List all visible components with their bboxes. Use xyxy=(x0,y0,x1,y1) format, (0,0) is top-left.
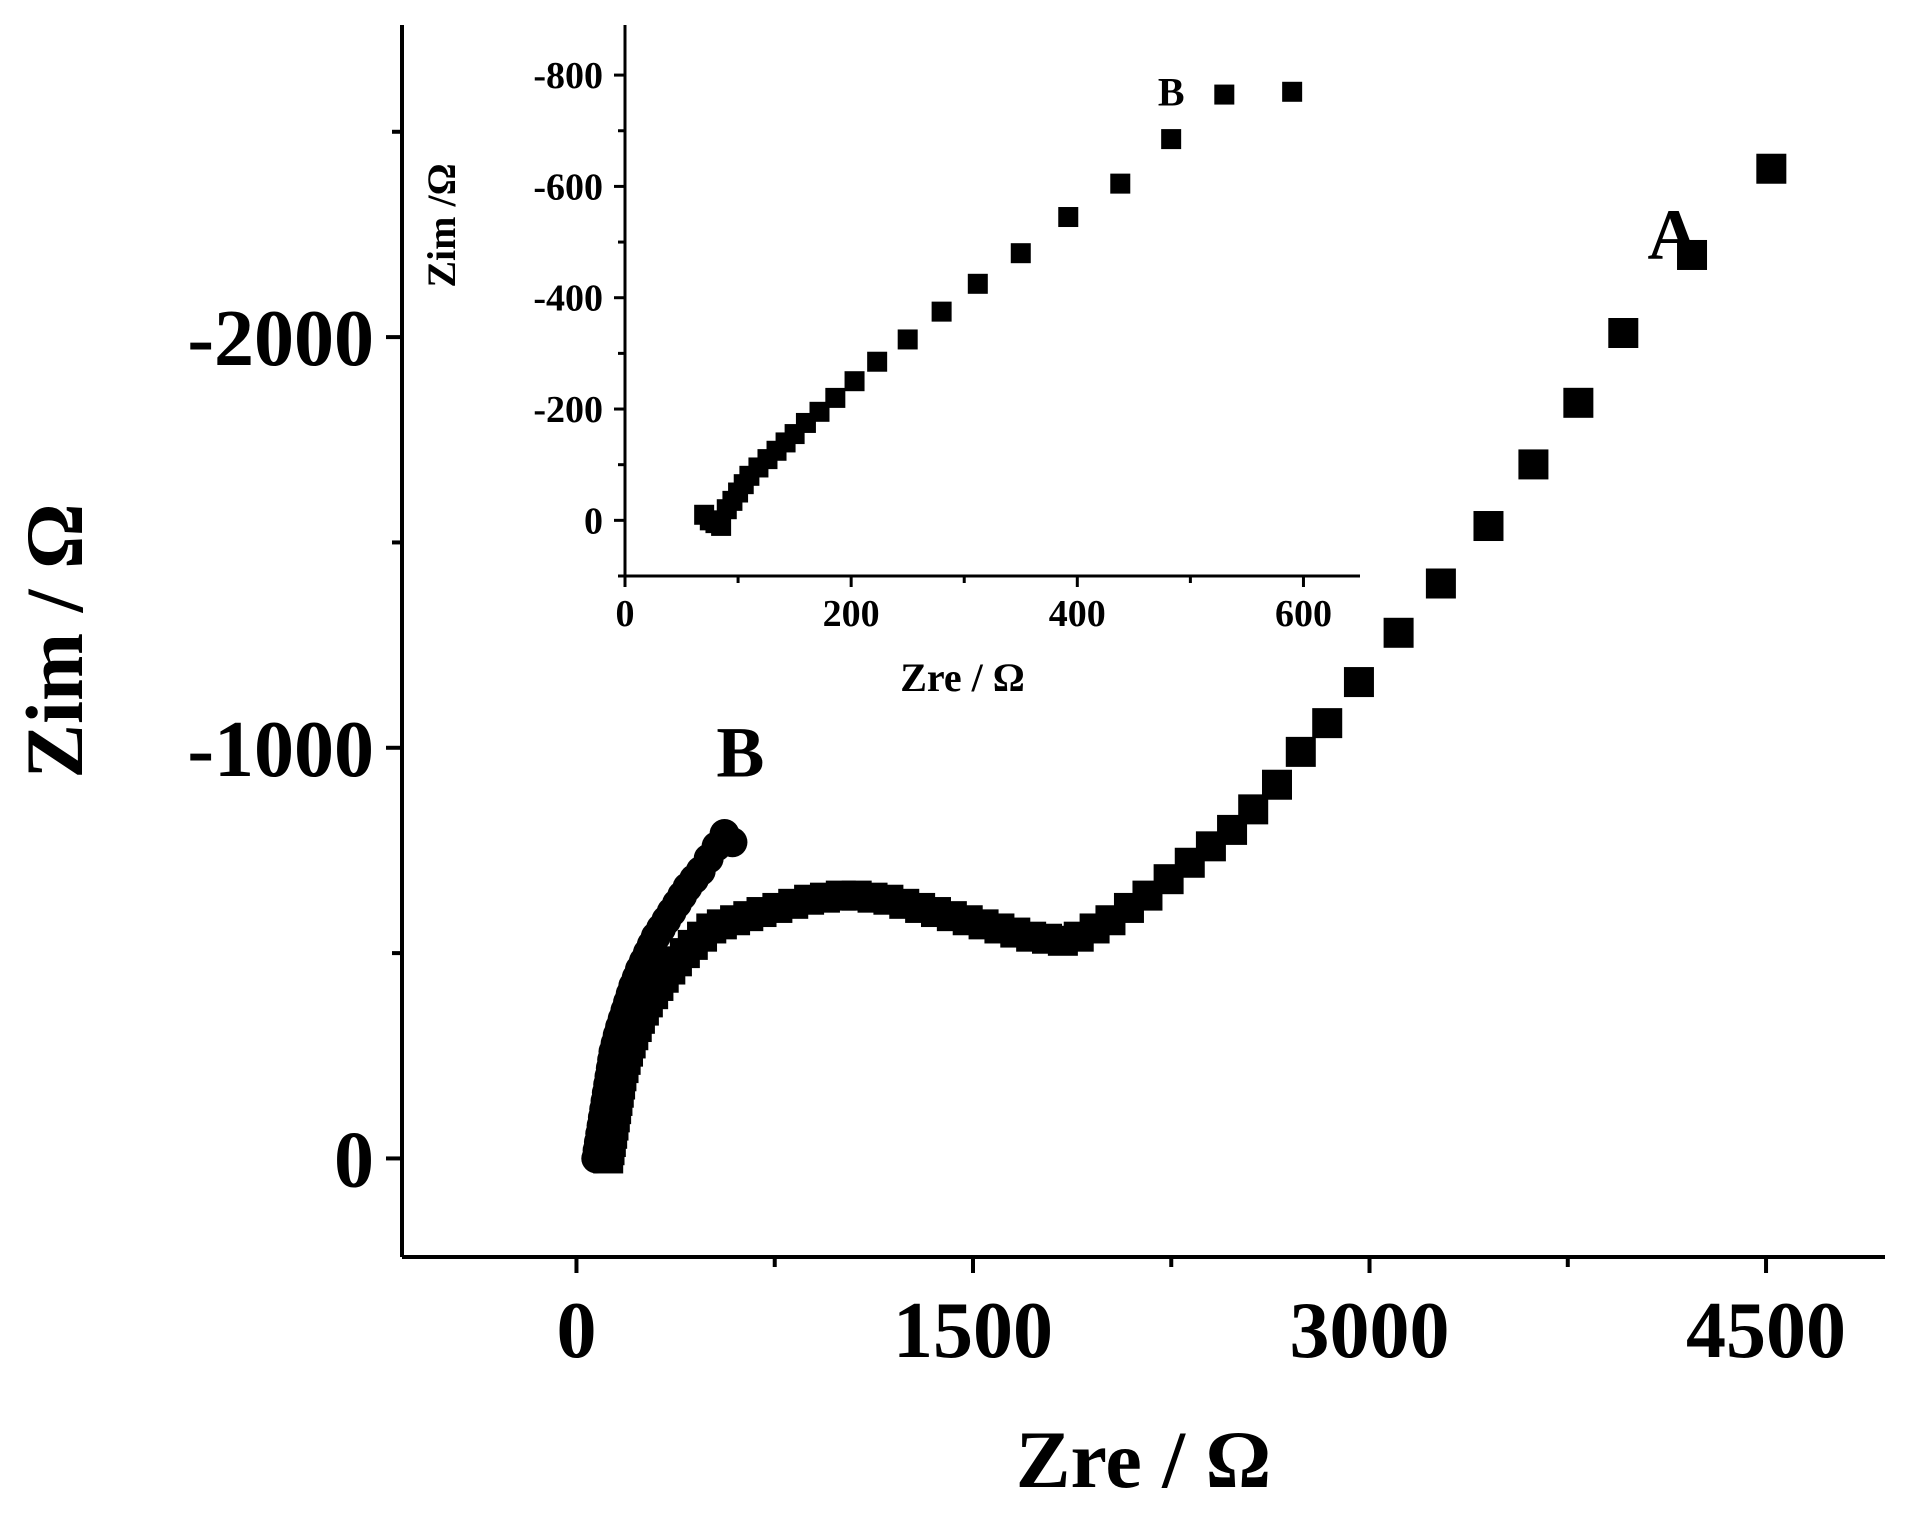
data-point-square xyxy=(1214,84,1235,105)
y-axis-title: Zim /Ω xyxy=(419,163,464,287)
y-axis-title: Zim / Ω xyxy=(9,503,100,778)
data-point-square xyxy=(1343,667,1374,698)
y-tick-label: -600 xyxy=(533,166,603,208)
x-tick-label: 0 xyxy=(556,1287,596,1375)
data-point-square xyxy=(897,329,918,350)
data-point-square xyxy=(844,371,865,392)
data-point-square xyxy=(1058,207,1079,228)
data-point-square xyxy=(1383,617,1414,648)
y-tick-label: -400 xyxy=(533,278,603,320)
data-point-square xyxy=(711,515,732,536)
y-tick-label: -200 xyxy=(533,389,603,431)
data-point-square xyxy=(825,387,846,408)
data-point-square xyxy=(1010,243,1031,264)
x-tick-label: 400 xyxy=(1049,593,1106,635)
series-annotation-B: B xyxy=(716,713,764,793)
data-point-square xyxy=(1608,318,1639,348)
x-tick-label: 600 xyxy=(1275,593,1332,635)
data-point-circle xyxy=(717,827,748,858)
series-square xyxy=(593,153,1787,1174)
x-tick-label: 0 xyxy=(616,593,635,635)
x-tick-label: 1500 xyxy=(893,1287,1053,1375)
x-tick-label: 200 xyxy=(823,593,880,635)
data-point-square xyxy=(809,401,830,422)
data-point-square xyxy=(1425,568,1456,599)
data-point-square xyxy=(1756,153,1787,184)
data-point-square xyxy=(1110,173,1131,194)
data-point-square xyxy=(1473,511,1504,542)
y-tick-label: -2000 xyxy=(187,295,374,383)
y-tick-label: -1000 xyxy=(187,706,374,794)
data-point-square xyxy=(1161,129,1182,150)
x-axis-title: Zre / Ω xyxy=(900,655,1025,700)
y-tick-label: 0 xyxy=(334,1116,374,1204)
y-tick-label: 0 xyxy=(584,500,603,542)
data-point-square xyxy=(1563,387,1594,418)
series-circle xyxy=(581,819,748,1174)
y-tick-label: -800 xyxy=(533,55,603,97)
series-annotation-B: B xyxy=(1158,70,1185,115)
data-point-square xyxy=(1677,239,1708,270)
data-point-square xyxy=(867,351,888,372)
inset-chart: 0 200 400 600 0 -200 -400 -600 -800 Zre / Ω Zim /Ω… xyxy=(419,25,1360,700)
data-point-square xyxy=(967,273,988,294)
data-point-square xyxy=(1312,708,1343,739)
x-tick-label: 4500 xyxy=(1686,1287,1846,1375)
data-point-square xyxy=(1261,769,1292,800)
data-point-square xyxy=(1282,81,1303,102)
x-tick-label: 3000 xyxy=(1290,1287,1450,1375)
series-square xyxy=(694,81,1303,536)
data-point-square xyxy=(1285,736,1316,767)
data-point-square xyxy=(1518,449,1549,480)
data-point-square xyxy=(931,301,952,322)
series-annotation-A: A xyxy=(1648,195,1700,275)
x-axis-title: Zre / Ω xyxy=(1016,1414,1271,1505)
